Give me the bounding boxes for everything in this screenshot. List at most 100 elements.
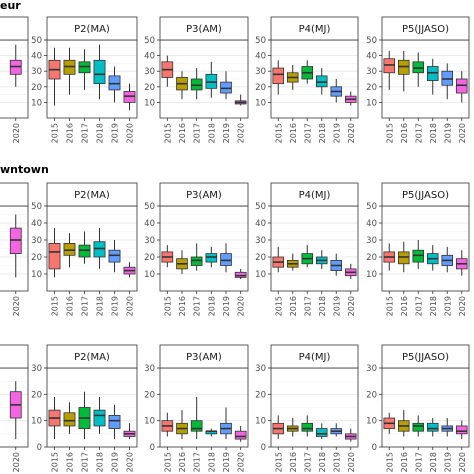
x-tick-label: 2016: [66, 123, 75, 143]
facet-strip-label: P4(MJ): [299, 352, 331, 363]
y-tick-label: 40: [144, 52, 155, 62]
y-tick-label: 20: [144, 83, 155, 93]
facet-strip: [381, 16, 470, 41]
facet-strip: [270, 16, 359, 41]
x-tick-label: 2018: [429, 296, 438, 316]
y-tick-label: 20: [366, 253, 377, 263]
x-tick-label: 2020: [126, 123, 135, 143]
x-tick-label: 2016: [400, 123, 409, 143]
x-tick-label: 2019: [443, 452, 452, 472]
x-tick-label: 2016: [66, 452, 75, 472]
x-tick-label: 2019: [222, 123, 231, 143]
y-tick-label: 0: [372, 443, 377, 453]
x-tick-label: 2018: [318, 123, 327, 143]
facet-strip-label: P4(MJ): [299, 190, 331, 201]
x-tick-label: 2020: [347, 123, 356, 143]
panel-border: [0, 205, 29, 292]
x-tick-label: 2017: [303, 123, 312, 143]
facet-strip: [0, 344, 29, 369]
x-tick-label: 2020: [458, 296, 467, 316]
y-tick-label: 30: [31, 236, 42, 246]
y-tick-label: 30: [366, 364, 377, 374]
x-tick-label: 2020: [126, 296, 135, 316]
x-tick-label: 2015: [163, 452, 172, 472]
y-tick-label: 20: [255, 390, 266, 400]
row-label: wntown: [0, 163, 49, 176]
facet-strip-label: P5(JJASO): [402, 190, 449, 201]
box-2018: [426, 422, 439, 432]
x-tick-label: 2017: [303, 296, 312, 316]
x-tick-label: 2020: [12, 296, 21, 316]
x-tick-label: 2020: [237, 296, 246, 316]
facet-strip: [159, 182, 249, 207]
y-tick-label: 0: [261, 443, 266, 453]
x-tick-label: 2019: [443, 123, 452, 143]
y-tick-label: 0: [150, 443, 155, 453]
y-tick-label: 10: [144, 417, 155, 427]
y-tick-label: 20: [31, 83, 42, 93]
box-2015: [272, 67, 285, 85]
x-tick-label: 2016: [178, 123, 187, 143]
y-tick-label: 30: [31, 364, 42, 374]
facet-strip: [381, 182, 470, 207]
x-tick-label: 2015: [274, 452, 283, 472]
y-tick-label: 40: [144, 219, 155, 229]
y-tick-label: 50: [255, 36, 266, 46]
y-tick-label: 50: [366, 202, 377, 212]
x-tick-label: 2015: [385, 296, 394, 316]
x-tick-label: 2017: [193, 123, 202, 143]
x-tick-label: 2015: [385, 123, 394, 143]
x-tick-label: 2017: [414, 123, 423, 143]
panel-border: [0, 367, 29, 448]
y-tick-label: 50: [31, 202, 42, 212]
facet-strip: [381, 344, 470, 369]
facet-strip: [46, 16, 138, 41]
x-tick-label: 2016: [289, 296, 298, 316]
x-tick-label: 2016: [400, 452, 409, 472]
y-tick-label: 30: [31, 67, 42, 77]
x-tick-label: 2018: [207, 123, 216, 143]
box-2016: [63, 242, 76, 256]
x-tick-label: 2019: [222, 296, 231, 316]
facet-strip-label: P5(JJASO): [402, 24, 449, 35]
x-tick-label: 2019: [443, 296, 452, 316]
x-tick-label: 2019: [222, 452, 231, 472]
y-tick-label: 30: [144, 364, 155, 374]
box-2017: [412, 422, 425, 432]
y-tick-label: 40: [255, 52, 266, 62]
x-tick-label: 2015: [274, 123, 283, 143]
box-2016: [397, 251, 410, 265]
x-tick-label: 2020: [237, 123, 246, 143]
facet-strip: [46, 182, 138, 207]
x-tick-label: 2018: [318, 296, 327, 316]
box-2018: [315, 428, 328, 437]
y-tick-label: 40: [366, 52, 377, 62]
facet-strip-label: P3(AM): [186, 352, 222, 363]
facet-strip-label: P3(AM): [186, 190, 222, 201]
y-tick-label: 10: [144, 270, 155, 280]
x-tick-label: 2017: [193, 296, 202, 316]
x-tick-label: 2017: [193, 452, 202, 472]
y-tick-label: 30: [255, 236, 266, 246]
x-tick-label: 2018: [96, 452, 105, 472]
x-tick-label: 2018: [96, 296, 105, 316]
x-tick-label: 2020: [126, 452, 135, 472]
y-tick-label: 10: [31, 417, 42, 427]
y-tick-label: 20: [366, 390, 377, 400]
facet-strip-label: P2(MA): [74, 352, 110, 363]
box-2019: [108, 414, 121, 429]
box-2019: [220, 253, 232, 266]
y-tick-label: 30: [255, 67, 266, 77]
facet-strip: [46, 344, 138, 369]
x-tick-label: 2017: [414, 452, 423, 472]
x-tick-label: 2016: [178, 296, 187, 316]
y-tick-label: 10: [366, 270, 377, 280]
box-2016: [63, 412, 76, 427]
facet-strip: [0, 16, 29, 41]
x-tick-label: 2016: [400, 296, 409, 316]
x-tick-label: 2018: [429, 123, 438, 143]
box-2017: [301, 422, 314, 432]
y-tick-label: 10: [255, 417, 266, 427]
x-tick-label: 2015: [163, 296, 172, 316]
box-2020: [234, 430, 247, 440]
